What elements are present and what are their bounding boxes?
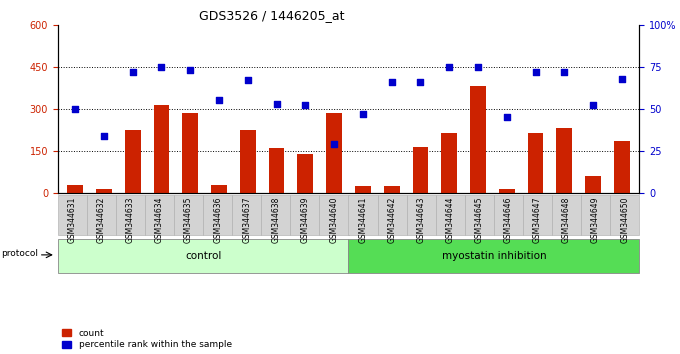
Text: GSM344650: GSM344650 xyxy=(620,196,629,243)
Text: GSM344632: GSM344632 xyxy=(97,196,106,243)
Bar xyxy=(326,113,342,193)
Bar xyxy=(355,186,371,193)
Bar xyxy=(585,176,601,193)
Text: GSM344636: GSM344636 xyxy=(214,196,222,243)
Point xyxy=(185,67,196,73)
Point xyxy=(415,79,426,85)
Bar xyxy=(96,189,112,193)
Text: GSM344635: GSM344635 xyxy=(184,196,193,243)
Bar xyxy=(240,130,256,193)
Bar xyxy=(413,147,428,193)
Point xyxy=(473,64,483,70)
Bar xyxy=(556,129,573,193)
Text: GSM344638: GSM344638 xyxy=(271,196,280,243)
Text: GSM344631: GSM344631 xyxy=(68,196,77,243)
Bar xyxy=(67,184,83,193)
Bar xyxy=(499,189,515,193)
Text: GSM344634: GSM344634 xyxy=(155,196,164,243)
Point xyxy=(444,64,455,70)
Point xyxy=(300,103,311,108)
Point xyxy=(214,98,224,103)
Point xyxy=(501,114,512,120)
Text: GSM344639: GSM344639 xyxy=(301,196,309,243)
Bar xyxy=(269,148,284,193)
Point xyxy=(617,76,628,81)
Bar xyxy=(528,133,543,193)
Bar xyxy=(614,141,630,193)
Bar xyxy=(384,186,400,193)
Legend: count, percentile rank within the sample: count, percentile rank within the sample xyxy=(63,329,232,349)
Text: GDS3526 / 1446205_at: GDS3526 / 1446205_at xyxy=(199,9,345,22)
Point xyxy=(588,103,598,108)
Text: GSM344649: GSM344649 xyxy=(591,196,600,243)
Point xyxy=(271,101,282,107)
Bar xyxy=(211,184,227,193)
Text: GSM344647: GSM344647 xyxy=(533,196,542,243)
Point xyxy=(386,79,397,85)
Text: GSM344644: GSM344644 xyxy=(446,196,455,243)
Point xyxy=(328,141,339,147)
Text: GSM344648: GSM344648 xyxy=(562,196,571,243)
Text: myostatin inhibition: myostatin inhibition xyxy=(441,251,546,261)
Bar xyxy=(297,154,313,193)
Point xyxy=(530,69,541,75)
Text: GSM344633: GSM344633 xyxy=(126,196,135,243)
Text: GSM344643: GSM344643 xyxy=(417,196,426,243)
Bar xyxy=(470,86,486,193)
Point xyxy=(242,78,253,83)
Text: GSM344640: GSM344640 xyxy=(330,196,339,243)
Text: GSM344646: GSM344646 xyxy=(504,196,513,243)
Point xyxy=(559,69,570,75)
Bar xyxy=(182,113,198,193)
Point xyxy=(358,111,369,117)
Text: protocol: protocol xyxy=(1,250,38,258)
Text: GSM344642: GSM344642 xyxy=(388,196,396,243)
Point xyxy=(156,64,167,70)
Bar xyxy=(124,130,141,193)
Point xyxy=(127,69,138,75)
Bar xyxy=(154,105,169,193)
Text: GSM344637: GSM344637 xyxy=(242,196,251,243)
Point xyxy=(99,133,109,139)
Bar xyxy=(441,133,457,193)
Point xyxy=(69,106,80,112)
Text: GSM344641: GSM344641 xyxy=(358,196,367,243)
Text: GSM344645: GSM344645 xyxy=(475,196,483,243)
Text: control: control xyxy=(185,251,221,261)
